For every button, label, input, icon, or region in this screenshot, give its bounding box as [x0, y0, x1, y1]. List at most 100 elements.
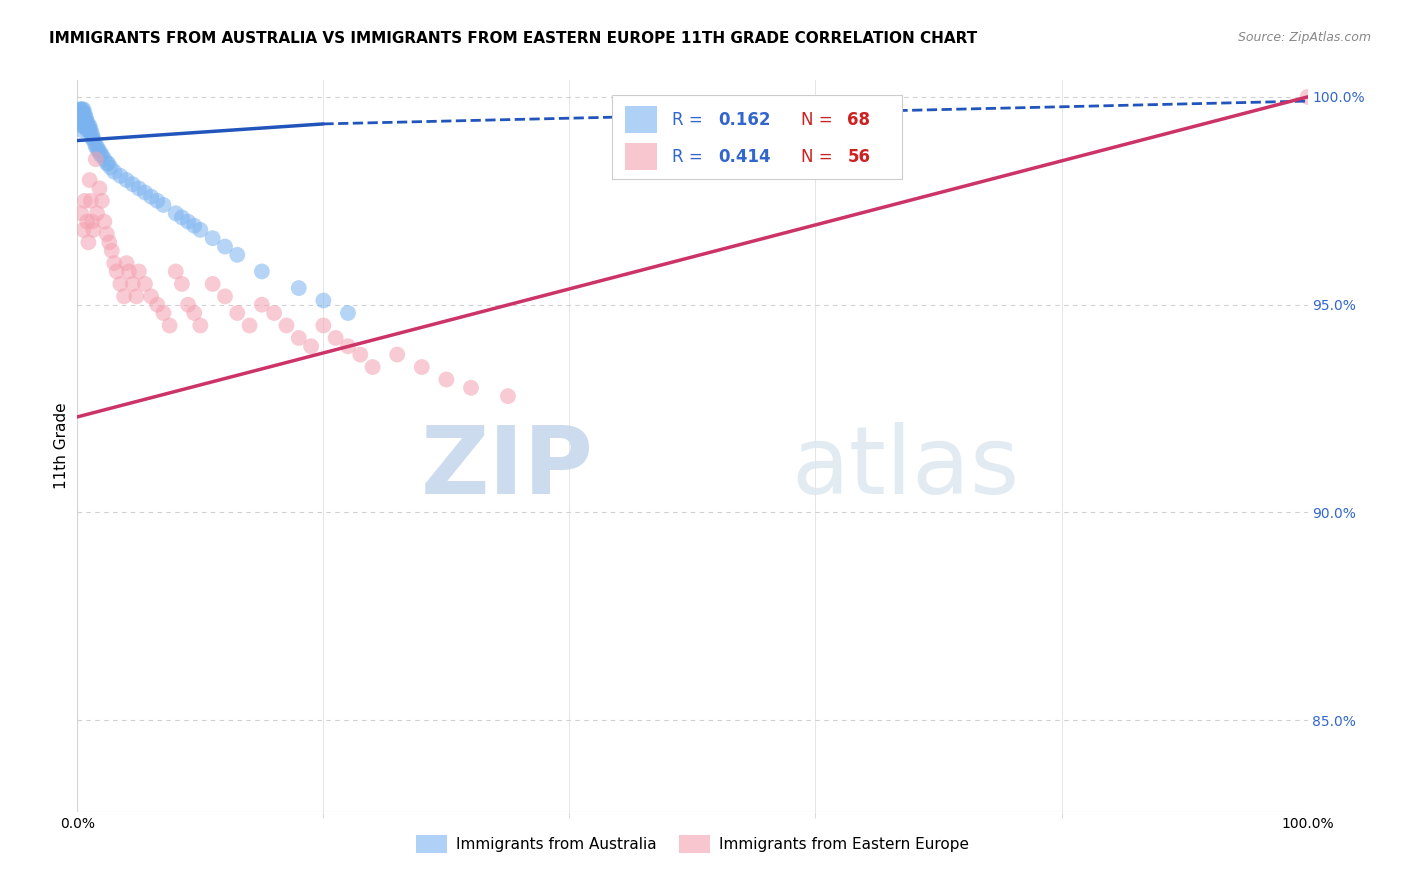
Text: atlas: atlas	[792, 422, 1019, 514]
Point	[72, 111, 94, 125]
Point	[93, 153, 115, 167]
Point	[70, 103, 93, 117]
Point	[112, 289, 135, 303]
Point	[70, 119, 93, 133]
Point	[170, 211, 193, 225]
Point	[72, 106, 94, 120]
Point	[70, 111, 93, 125]
Point	[77, 119, 100, 133]
Point	[110, 277, 132, 291]
Point	[70, 206, 93, 220]
Point	[70, 115, 93, 129]
Point	[70, 111, 93, 125]
Point	[436, 372, 458, 386]
Point	[170, 277, 193, 291]
Point	[128, 181, 150, 195]
Point	[105, 264, 128, 278]
Text: ZIP: ZIP	[422, 422, 595, 514]
Point	[110, 169, 132, 183]
Point	[89, 181, 111, 195]
Point	[115, 256, 138, 270]
Point	[86, 206, 108, 220]
Point	[299, 339, 322, 353]
Point	[76, 115, 98, 129]
FancyBboxPatch shape	[624, 144, 657, 170]
Point	[70, 106, 93, 120]
Point	[159, 318, 181, 333]
Point	[96, 227, 118, 241]
Point	[125, 289, 148, 303]
Point	[89, 144, 111, 158]
Point	[77, 235, 100, 250]
Text: 56: 56	[848, 148, 870, 166]
Point	[183, 219, 205, 233]
Point	[90, 194, 114, 208]
Point	[73, 111, 96, 125]
Point	[288, 281, 311, 295]
Point	[134, 277, 156, 291]
Point	[84, 140, 107, 154]
Point	[165, 206, 187, 220]
Point	[72, 223, 94, 237]
Point	[82, 223, 104, 237]
Point	[214, 289, 236, 303]
Point	[72, 115, 94, 129]
Point	[312, 318, 335, 333]
Point	[86, 140, 108, 154]
Y-axis label: 11th Grade: 11th Grade	[53, 402, 69, 490]
Point	[146, 298, 169, 312]
Point	[115, 173, 138, 187]
Point	[70, 123, 93, 137]
Text: 68: 68	[848, 111, 870, 128]
Point	[80, 194, 103, 208]
Point	[75, 119, 97, 133]
Point	[214, 239, 236, 253]
Point	[188, 318, 212, 333]
Text: Source: ZipAtlas.com: Source: ZipAtlas.com	[1237, 31, 1371, 45]
Point	[75, 111, 97, 125]
Point	[80, 123, 103, 137]
Point	[337, 306, 360, 320]
Point	[70, 103, 93, 117]
Point	[103, 256, 125, 270]
Text: IMMIGRANTS FROM AUSTRALIA VS IMMIGRANTS FROM EASTERN EUROPE 11TH GRADE CORRELATI: IMMIGRANTS FROM AUSTRALIA VS IMMIGRANTS …	[49, 31, 977, 46]
FancyBboxPatch shape	[624, 106, 657, 133]
Text: R =: R =	[672, 111, 707, 128]
Point	[165, 264, 187, 278]
Legend: Immigrants from Australia, Immigrants from Eastern Europe: Immigrants from Australia, Immigrants fr…	[411, 829, 974, 859]
Point	[77, 123, 100, 137]
Point	[103, 165, 125, 179]
Text: N =: N =	[801, 148, 838, 166]
Point	[98, 235, 121, 250]
Point	[288, 331, 311, 345]
Point	[73, 194, 96, 208]
Point	[70, 115, 93, 129]
Point	[177, 298, 200, 312]
Point	[87, 144, 110, 158]
Point	[152, 198, 174, 212]
Point	[239, 318, 262, 333]
Point	[69, 103, 91, 117]
Point	[76, 123, 98, 137]
Point	[70, 106, 93, 120]
Point	[83, 136, 105, 150]
Point	[325, 331, 347, 345]
Point	[201, 277, 224, 291]
Point	[250, 264, 273, 278]
FancyBboxPatch shape	[613, 95, 901, 179]
Point	[72, 103, 94, 117]
Point	[90, 148, 114, 162]
Point	[201, 231, 224, 245]
Point	[82, 131, 104, 145]
Point	[1296, 90, 1319, 104]
Point	[73, 106, 96, 120]
Point	[349, 348, 371, 362]
Point	[90, 148, 112, 162]
Text: R =: R =	[672, 148, 707, 166]
Point	[337, 339, 360, 353]
Point	[121, 177, 143, 191]
Text: 0.162: 0.162	[718, 111, 770, 128]
Point	[84, 153, 107, 167]
Point	[118, 264, 141, 278]
Text: N =: N =	[801, 111, 838, 128]
